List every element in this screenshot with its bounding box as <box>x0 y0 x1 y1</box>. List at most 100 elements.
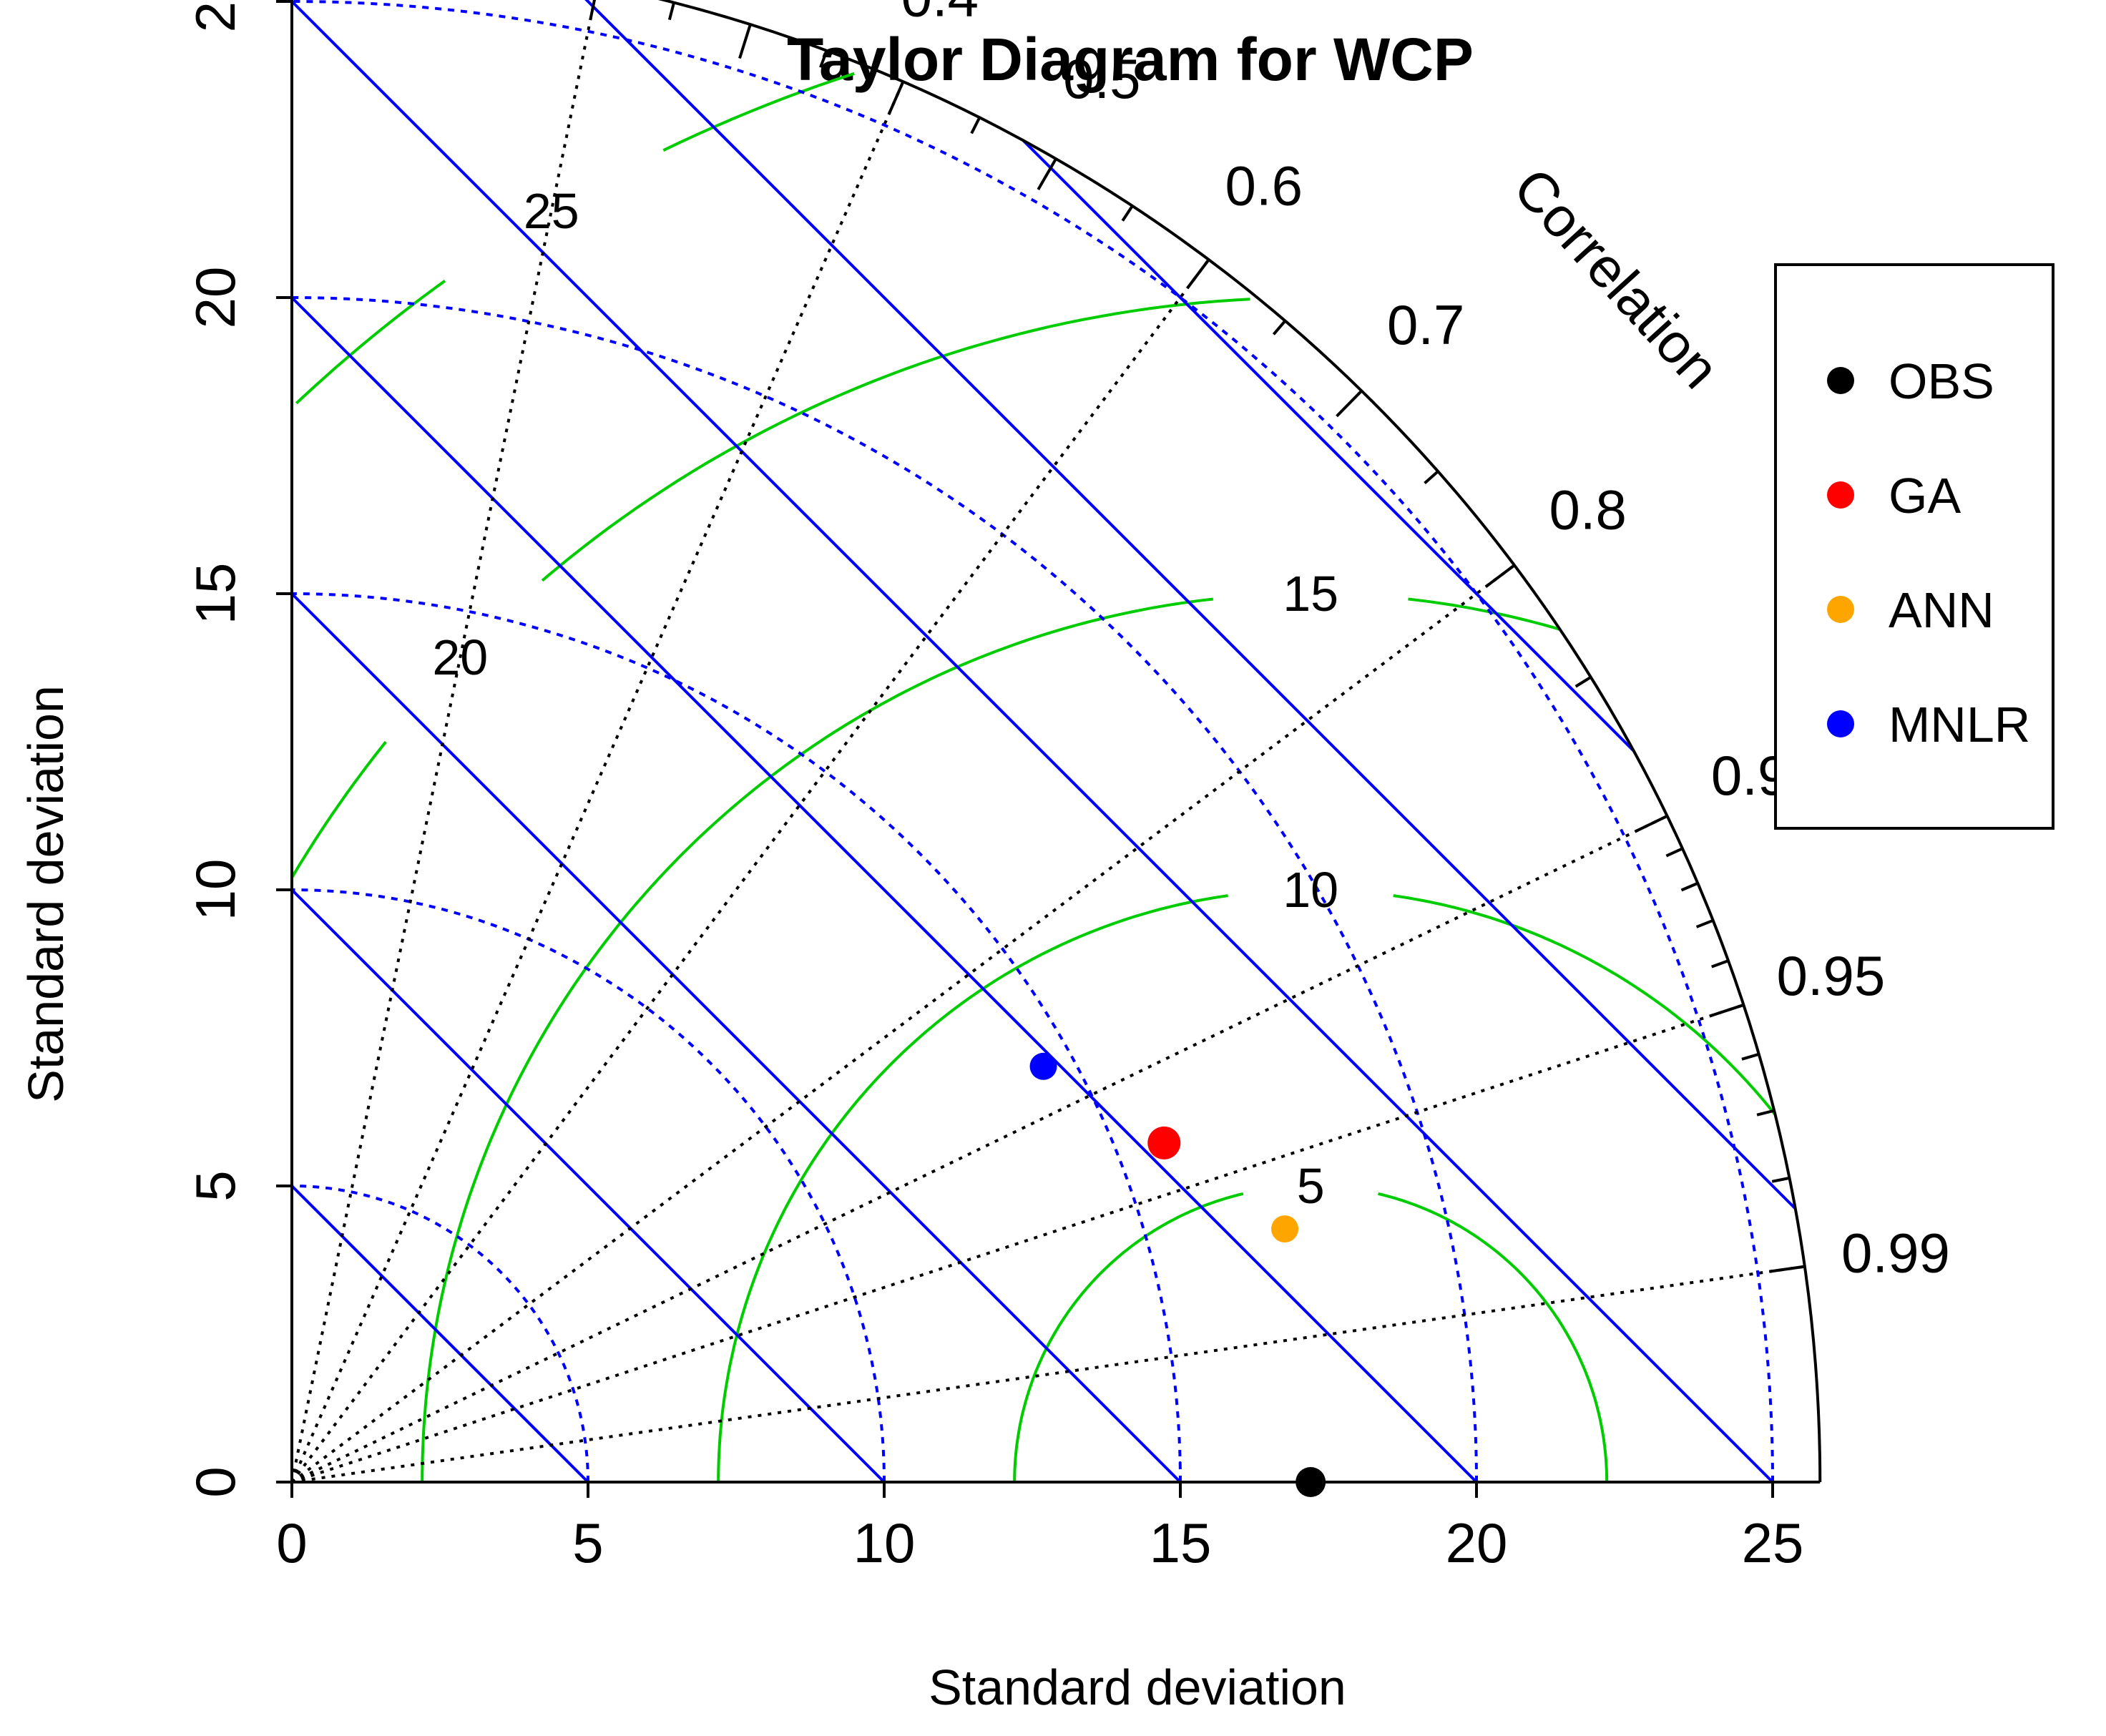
rms-label-15: 15 <box>1283 566 1338 622</box>
correlation-label-0-99-10: 0.99 <box>1841 1222 1950 1285</box>
point-ann <box>1271 1215 1299 1243</box>
legend-marker-obs <box>1827 367 1854 394</box>
correlation-minor-tick-0-98-15 <box>1771 1176 1790 1183</box>
correlation-major-tick-0-3-2 <box>738 24 752 59</box>
reference-diagonals <box>290 0 1797 1484</box>
rms-contour-5-seg1 <box>1013 1192 1244 1482</box>
correlation-ticks <box>589 0 1806 1273</box>
x-tick-label-0: 0 <box>276 1511 307 1574</box>
point-obs <box>1296 1467 1326 1497</box>
legend-marker-ga <box>1827 481 1854 509</box>
correlation-minor-tick-0-96-13 <box>1741 1052 1760 1061</box>
rms-contour-20-seg1 <box>290 740 387 878</box>
rms-contour-10-seg1 <box>717 894 1228 1482</box>
correlation-gridline-0-6-2 <box>290 258 1210 1484</box>
correlation-major-tick-0-5-4 <box>1037 157 1057 190</box>
rms-label-25: 25 <box>524 183 579 239</box>
sd-arc-15 <box>291 592 1182 1483</box>
rms-label-10: 10 <box>1283 862 1338 918</box>
diagonal-line-15 <box>290 592 1182 1484</box>
correlation-major-tick-0-95-9 <box>1709 1004 1745 1018</box>
data-points <box>1029 1052 1326 1497</box>
correlation-major-tick-0-9-8 <box>1635 815 1668 833</box>
correlation-major-tick-0-7-6 <box>1336 390 1363 418</box>
axes <box>290 0 1822 1484</box>
x-tick-label-5: 5 <box>572 1511 603 1574</box>
rms-contour-15-seg1 <box>421 597 1214 1482</box>
y-tick-label-25: 25 <box>184 0 247 32</box>
correlation-minor-tick-0-25-2 <box>667 2 675 21</box>
legend: OBS GA ANN MNLR <box>1774 263 2054 830</box>
correlation-minor-tick-0-45-4 <box>970 117 981 134</box>
correlation-label-0-8-7: 0.8 <box>1549 478 1626 541</box>
correlation-label-0-5-4: 0.5 <box>1063 47 1140 110</box>
diagonal-line-20 <box>290 296 1478 1484</box>
y-tick-label-10: 10 <box>184 859 247 921</box>
correlation-label-0-7-6: 0.7 <box>1387 293 1464 356</box>
legend-marker-mnlr <box>1827 710 1854 737</box>
sd-arc-5 <box>291 1185 589 1483</box>
diagonal-line-25 <box>290 0 1774 1484</box>
rms-contour-25-seg0 <box>662 72 855 152</box>
y-tick-label-5: 5 <box>184 1170 247 1201</box>
correlation-gridlines <box>290 0 1806 1484</box>
correlation-gridline-0-4-1 <box>290 81 905 1483</box>
correlation-gridline-0-2-0 <box>290 0 596 1483</box>
y-tick-label-0: 0 <box>184 1466 247 1497</box>
correlation-minor-tick-0-93-11 <box>1695 918 1714 928</box>
correlation-minor-tick-0-91-9 <box>1665 847 1683 858</box>
correlation-minor-tick-0-94-12 <box>1711 959 1729 968</box>
legend-box <box>1774 263 2054 830</box>
diagonal-line-10 <box>290 888 886 1484</box>
correlation-minor-tick-0-92-10 <box>1680 881 1699 892</box>
correlation-gridline-0-8-3 <box>290 564 1516 1484</box>
correlation-gridline-0-95-5 <box>291 1004 1745 1484</box>
rms-label-20: 20 <box>432 629 488 685</box>
x-axis-title: Standard deviation <box>929 1659 1346 1715</box>
point-mnlr <box>1029 1052 1057 1080</box>
legend-label-mnlr: MNLR <box>1889 697 2030 752</box>
y-tick-label-15: 15 <box>184 563 247 625</box>
rms-contour-25-seg1 <box>295 279 446 405</box>
correlation-minor-tick-0-35-3 <box>819 50 828 68</box>
x-tick-label-15: 15 <box>1150 1511 1212 1574</box>
legend-label-ann: ANN <box>1889 582 1994 638</box>
outer-arc <box>657 0 1822 1483</box>
legend-marker-ann <box>1827 596 1854 623</box>
correlation-major-tick-0-99-10 <box>1769 1265 1806 1273</box>
rms-contours <box>290 72 1776 1483</box>
x-tick-label-20: 20 <box>1446 1511 1508 1574</box>
correlation-major-tick-0-6-5 <box>1186 258 1210 289</box>
legend-label-obs: OBS <box>1889 353 1994 409</box>
x-tick-label-25: 25 <box>1742 1511 1804 1574</box>
sd-arc-25 <box>291 0 1774 1483</box>
rms-contour-10-seg0 <box>1393 894 1776 1115</box>
rms-contour-labels: 5 10 15 20 25 <box>432 183 1338 1214</box>
rms-contour-5-seg0 <box>1378 1192 1609 1483</box>
point-ga <box>1147 1126 1181 1159</box>
correlation-minor-tick-0-97-14 <box>1756 1109 1775 1117</box>
legend-label-ga: GA <box>1889 468 1961 524</box>
correlation-minor-tick-0-85-8 <box>1574 675 1592 688</box>
correlation-gridline-0-99-6 <box>291 1265 1806 1484</box>
rms-contour-15-seg0 <box>1408 597 1560 631</box>
correlation-major-tick-0-8-7 <box>1485 564 1516 588</box>
correlation-minor-tick-0-55-5 <box>1121 205 1134 222</box>
sd-arcs <box>291 0 1774 1483</box>
correlation-major-tick-0-4-3 <box>887 81 905 115</box>
correlation-label-0-6-5: 0.6 <box>1225 154 1303 217</box>
rms-label-5: 5 <box>1297 1158 1325 1214</box>
correlation-minor-tick-0-65-6 <box>1272 320 1287 335</box>
x-tick-label-10: 10 <box>853 1511 916 1574</box>
rms-contour-20-seg0 <box>541 298 1250 582</box>
correlation-tick-labels: 0.10.20.30.40.50.60.70.80.90.950.99 <box>901 0 1950 1285</box>
diagonal-line-30 <box>584 0 1797 1210</box>
correlation-gridline-0-9-4 <box>291 815 1668 1484</box>
sd-arc-10 <box>291 888 886 1483</box>
axis-ticks: 0 5 10 15 20 25 0 5 10 15 20 25 <box>184 0 1803 1574</box>
correlation-minor-tick-0-75-7 <box>1424 470 1439 484</box>
diagonal-line-35 <box>1022 139 1635 752</box>
sd-arc-20 <box>291 296 1478 1483</box>
